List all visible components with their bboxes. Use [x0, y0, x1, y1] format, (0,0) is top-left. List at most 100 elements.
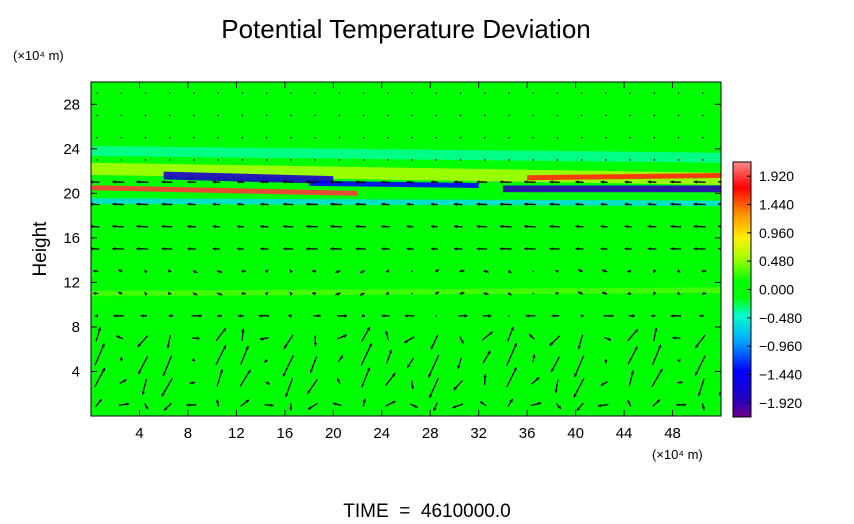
- vector-arrow: [169, 137, 171, 139]
- vector-arrow: [435, 137, 437, 139]
- vector-arrow: [654, 92, 656, 94]
- vector-arrow: [484, 115, 486, 117]
- vector-arrow: [290, 159, 292, 161]
- vector-arrow: [411, 92, 413, 94]
- vector-arrow: [508, 315, 510, 317]
- vector-arrow: [702, 137, 704, 139]
- vector-arrow: [581, 137, 583, 139]
- vector-arrow: [678, 92, 680, 94]
- vector-arrow: [460, 137, 462, 139]
- vector-arrow: [363, 115, 365, 117]
- colorbar-tick-label: 0.000: [759, 282, 794, 298]
- x-tick-label: 8: [184, 425, 192, 442]
- vector-arrow: [532, 293, 534, 295]
- vector-arrow: [702, 92, 704, 94]
- vector-arrow: [654, 137, 656, 139]
- vector-arrow: [508, 159, 510, 161]
- vector-arrow: [532, 92, 534, 94]
- vector-arrow: [242, 137, 244, 139]
- vector-arrow: [581, 92, 583, 94]
- vector-arrow: [678, 137, 680, 139]
- vector-arrow: [460, 115, 462, 117]
- vector-arrow: [557, 137, 559, 139]
- x-tick-label: 16: [277, 425, 294, 442]
- vector-arrow: [145, 92, 147, 94]
- vector-arrow: [605, 159, 607, 161]
- vector-arrow: [290, 137, 292, 139]
- vector-arrow: [460, 92, 462, 94]
- vector-arrow: [435, 92, 437, 94]
- vector-arrow: [266, 137, 268, 139]
- y-tick-label: 24: [63, 141, 80, 158]
- vector-arrow: [605, 137, 607, 139]
- y-tick-label: 12: [63, 274, 80, 291]
- vector-arrow: [654, 159, 656, 161]
- vector-arrow: [484, 159, 486, 161]
- vector-arrow: [411, 137, 413, 139]
- vector-arrow: [702, 115, 704, 117]
- vector-arrow: [290, 115, 292, 117]
- x-tick-label: 48: [664, 425, 681, 442]
- x-tick-label: 4: [135, 425, 143, 442]
- vector-arrow: [508, 137, 510, 139]
- colorbar-tick-label: −1.920: [759, 395, 802, 411]
- vector-arrow: [726, 115, 728, 117]
- vector-arrow: [120, 159, 122, 161]
- vector-arrow: [702, 159, 704, 161]
- vector-arrow: [532, 115, 534, 117]
- vector-arrow: [411, 293, 413, 295]
- vector-arrow: [508, 92, 510, 94]
- vector-arrow: [193, 159, 195, 161]
- vector-arrow: [339, 137, 341, 139]
- vector-arrow: [242, 115, 244, 117]
- vector-arrow: [726, 137, 728, 139]
- vector-arrow: [387, 159, 389, 161]
- y-tick-label: 28: [63, 96, 80, 113]
- x-tick-label: 44: [616, 425, 633, 442]
- vector-arrow: [145, 115, 147, 117]
- x-tick-label: 36: [519, 425, 536, 442]
- vector-arrow: [339, 92, 341, 94]
- vector-arrow: [484, 92, 486, 94]
- vector-arrow: [581, 159, 583, 161]
- vector-arrow: [363, 159, 365, 161]
- vector-arrow: [266, 92, 268, 94]
- vector-arrow: [411, 115, 413, 117]
- vector-arrow: [363, 137, 365, 139]
- vector-arrow: [169, 92, 171, 94]
- colorbar-tick-label: 0.960: [759, 225, 794, 241]
- x-unit-label: (×10⁴ m): [652, 447, 703, 462]
- vector-arrow: [726, 159, 728, 161]
- vector-arrow: [435, 159, 437, 161]
- vector-arrow: [314, 115, 316, 117]
- y-tick-label: 20: [63, 185, 80, 202]
- vector-arrow: [726, 92, 728, 94]
- vector-arrow: [726, 292, 731, 295]
- vector-arrow: [120, 115, 122, 117]
- vector-arrow: [339, 115, 341, 117]
- vector-arrow: [242, 159, 244, 161]
- vector-arrow: [411, 270, 413, 272]
- vector-arrow: [629, 115, 631, 117]
- vector-arrow: [145, 137, 147, 139]
- vector-arrow: [193, 115, 195, 117]
- y-axis-label: Height: [30, 221, 51, 277]
- vector-arrow: [314, 92, 316, 94]
- vector-arrow: [96, 137, 98, 139]
- vector-arrow: [557, 92, 559, 94]
- y-tick-label: 4: [72, 363, 80, 380]
- vector-arrow: [193, 137, 195, 139]
- vector-arrow: [387, 115, 389, 117]
- vector-arrow: [721, 356, 729, 375]
- vector-arrow: [532, 137, 534, 139]
- colorbar-tick-label: −1.440: [759, 367, 802, 383]
- vector-arrow: [629, 159, 631, 161]
- vector-arrow: [363, 92, 365, 94]
- vector-arrow: [387, 137, 389, 139]
- y-unit-label: (×10⁴ m): [13, 48, 64, 63]
- vector-arrow: [290, 92, 292, 94]
- vector-arrow: [435, 315, 437, 317]
- time-footer: TIME = 4610000.0: [343, 501, 510, 519]
- colorbar-ticks: 1.9201.4400.9600.4800.000−0.480−0.960−1.…: [747, 168, 802, 411]
